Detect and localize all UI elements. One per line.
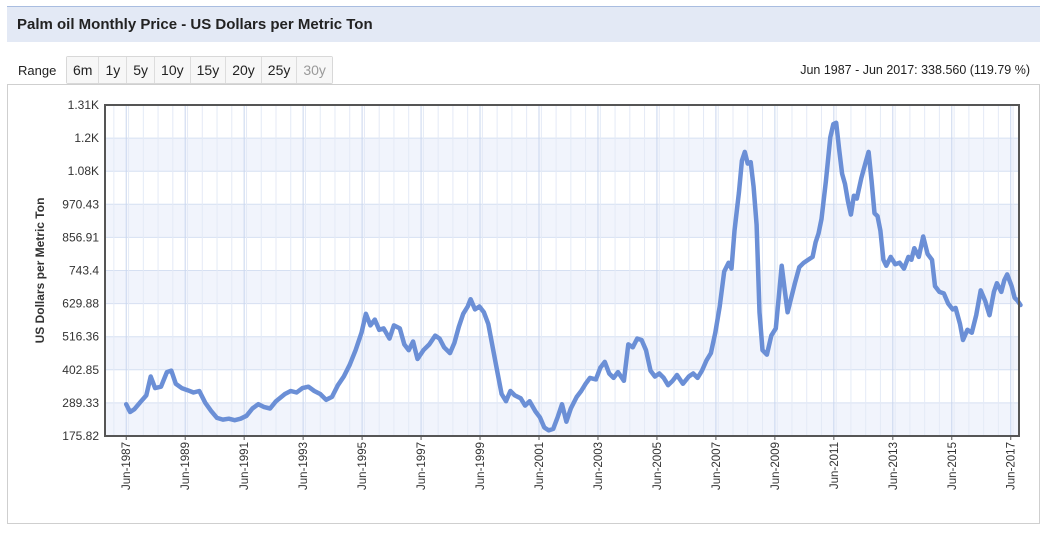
chart-header: Palm oil Monthly Price - US Dollars per … xyxy=(7,6,1040,42)
y-tick-label: 1.08K xyxy=(68,164,99,178)
y-tick-label: 970.43 xyxy=(62,197,99,211)
x-axis-ticks: Jun-1987 Jun-1989 Jun-1991 Jun-1993 Jun-1995… xyxy=(121,436,1018,490)
x-tick-label: Jun-2015 xyxy=(947,442,959,490)
price-series-line xyxy=(123,120,1023,433)
range-label: Range xyxy=(18,63,57,78)
x-tick-label: Jun-1989 xyxy=(180,442,192,490)
range-button-30y: 30y xyxy=(297,57,332,83)
plot-area-border xyxy=(104,104,1020,437)
range-button-10y[interactable]: 10y xyxy=(155,57,191,83)
x-tick-label: Jun-1993 xyxy=(298,442,310,490)
price-line-chart: 175.82 289.33 402.85 516.36 629.88 743.4 856.9… xyxy=(33,98,1023,490)
x-tick-label: Jun-2001 xyxy=(534,442,546,490)
range-button-group: 6m 1y 5y 10y 15y 20y 25y 30y xyxy=(66,56,333,84)
range-summary: Jun 1987 - Jun 2017: 338.560 (119.79 %) xyxy=(800,63,1030,77)
y-tick-label: 402.85 xyxy=(62,363,99,377)
plot-band xyxy=(105,336,1019,370)
y-tick-label: 743.4 xyxy=(69,264,99,278)
x-tick-label: Jun-1999 xyxy=(475,442,487,490)
y-tick-label: 856.91 xyxy=(62,230,99,244)
series-group xyxy=(123,120,1023,433)
x-tick-label: Jun-2017 xyxy=(1006,442,1018,490)
range-button-20y[interactable]: 20y xyxy=(226,57,262,83)
range-button-5y[interactable]: 5y xyxy=(127,57,156,83)
y-tick-label: 1.31K xyxy=(68,98,99,112)
x-tick-label: Jun-2013 xyxy=(888,442,900,490)
y-tick-label: 175.82 xyxy=(62,429,99,443)
x-tick-label: Jun-2005 xyxy=(652,442,664,490)
x-tick-label: Jun-1997 xyxy=(416,442,428,490)
range-selector: Range 6m 1y 5y 10y 15y 20y 25y 30y Jun 1… xyxy=(7,56,1040,84)
range-button-25y[interactable]: 25y xyxy=(261,57,298,83)
plot-band xyxy=(105,270,1019,304)
x-tick-label: Jun-2007 xyxy=(711,442,723,490)
y-tick-label: 1.2K xyxy=(74,131,99,145)
plot-band xyxy=(105,204,1019,238)
x-tick-label: Jun-1995 xyxy=(357,442,369,490)
x-tick-label: Jun-2003 xyxy=(593,442,605,490)
chart-container: 175.82 289.33 402.85 516.36 629.88 743.4 856.9… xyxy=(7,84,1040,524)
x-tick-label: Jun-2011 xyxy=(829,442,841,489)
x-tick-label: Jun-2009 xyxy=(770,442,782,490)
y-axis-title: US Dollars per Metric Ton xyxy=(33,198,47,344)
y-axis-ticks: 175.82 289.33 402.85 516.36 629.88 743.4 856.9… xyxy=(62,98,99,443)
y-tick-label: 289.33 xyxy=(62,396,99,410)
range-button-15y[interactable]: 15y xyxy=(190,57,227,83)
x-tick-label: Jun-1987 xyxy=(121,442,133,490)
chart-title: Palm oil Monthly Price - US Dollars per … xyxy=(17,16,373,33)
plot-band xyxy=(105,138,1019,172)
x-tick-label: Jun-1991 xyxy=(239,442,251,490)
range-button-6m[interactable]: 6m xyxy=(67,57,100,83)
y-tick-label: 629.88 xyxy=(62,297,99,311)
plot-bands xyxy=(105,138,1019,436)
y-tick-label: 516.36 xyxy=(62,330,99,344)
range-button-1y[interactable]: 1y xyxy=(99,57,128,83)
